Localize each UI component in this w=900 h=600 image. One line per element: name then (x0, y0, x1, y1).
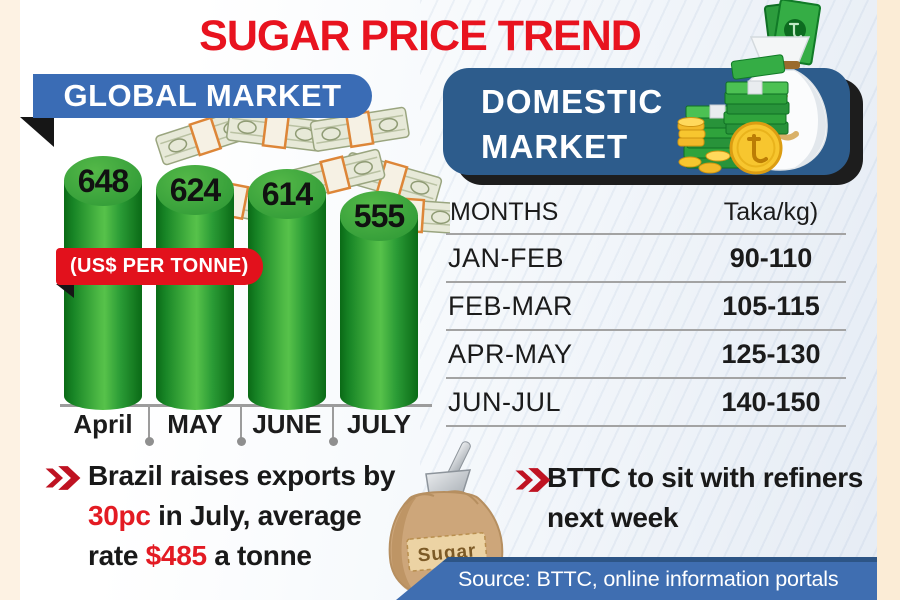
bar-cylinder (340, 215, 418, 410)
page-title: SUGAR PRICE TREND (199, 12, 642, 60)
bar-may: 624 (156, 165, 234, 410)
months-cell: JAN-FEB (448, 242, 565, 273)
bar-value-label: 624 (169, 171, 221, 208)
note-line: Brazil raises exports by (88, 460, 396, 491)
axis-tick-dot (236, 437, 246, 446)
money-bag-icon (677, 0, 828, 175)
bar-april: 648 (64, 156, 142, 410)
price-column-header: Taka/kg) (723, 198, 819, 226)
taka-coin-icon (729, 121, 783, 175)
month-label: MAY (167, 409, 223, 439)
price-cell: 90-110 (729, 242, 813, 273)
table-body: JAN-FEB 90-110 FEB-MAR 105-115 APR-MAY 125-13… (446, 235, 846, 427)
chevrons-icon (515, 468, 551, 492)
global-market-banner: GLOBAL MARKET (33, 74, 372, 118)
domestic-banner-line2: MARKET (481, 128, 629, 165)
bar-june: 614 (248, 169, 326, 410)
note-line: next week (547, 502, 679, 533)
note-domestic-text: BTTC to sit with refiners next week (547, 458, 884, 538)
bar-value-label: 555 (353, 197, 405, 234)
price-cell: 105-115 (722, 290, 820, 321)
price-cell: 125-130 (721, 338, 821, 369)
bar-cap: 648 (64, 156, 142, 206)
axis-tick (332, 406, 334, 440)
left-border-strip (0, 0, 20, 600)
coin-stack-icon (677, 117, 731, 174)
bar-july: 555 (340, 191, 418, 410)
bar-cap: 555 (340, 191, 418, 241)
note-domestic: BTTC to sit with refiners next week (514, 458, 884, 538)
x-axis-line (60, 404, 432, 407)
bar-cylinder (156, 189, 234, 410)
months-cell: APR-MAY (448, 338, 573, 369)
price-cell: 140-150 (721, 386, 821, 417)
price-row: FEB-MAR 105-115 (446, 283, 846, 331)
months-cell: JUN-JUL (448, 386, 562, 417)
months-column-header: MONTHS (450, 198, 559, 226)
bar-cylinder (64, 180, 142, 410)
bar-cap: 624 (156, 165, 234, 215)
months-cell: FEB-MAR (448, 290, 573, 321)
price-table: MONTHS Taka/kg) JAN-FEB 90-110 FEB-MAR 105-… (446, 192, 846, 427)
bar-cap: 614 (248, 169, 326, 219)
table-header: MONTHS Taka/kg) (446, 192, 846, 235)
unit-badge: (US$ PER TONNE) (56, 248, 263, 285)
note-line: 30pc in July, average (88, 500, 362, 531)
note-line: rate $485 a tonne (88, 540, 312, 571)
note-global-text: Brazil raises exports by 30pc in July, av… (88, 456, 424, 576)
bar-value-label: 648 (77, 162, 129, 199)
bar-value-label: 614 (261, 175, 313, 212)
axis-tick (148, 406, 150, 440)
month-label: April (73, 409, 133, 439)
right-border-strip (877, 0, 900, 600)
price-row: JUN-JUL 140-150 (446, 379, 846, 427)
month-label: JULY (346, 409, 412, 439)
note-line: BTTC to sit with refiners (547, 462, 864, 493)
chevrons-icon (45, 466, 81, 490)
source-bar: Source: BTTC, online information portals (396, 557, 877, 600)
axis-tick-dot (328, 437, 338, 446)
price-row: JAN-FEB 90-110 (446, 235, 846, 283)
axis-tick-dot (144, 437, 154, 446)
note-global: Brazil raises exports by 30pc in July, av… (44, 456, 424, 576)
month-label: JUNE (252, 409, 322, 439)
bar-cylinder (248, 193, 326, 410)
price-row: APR-MAY 125-130 (446, 331, 846, 379)
domestic-banner-line1: DOMESTIC (481, 83, 664, 120)
bar-chart: 648 April 624 MAY 614 JUNE 555 JULY (0, 0, 450, 470)
axis-tick (240, 406, 242, 440)
